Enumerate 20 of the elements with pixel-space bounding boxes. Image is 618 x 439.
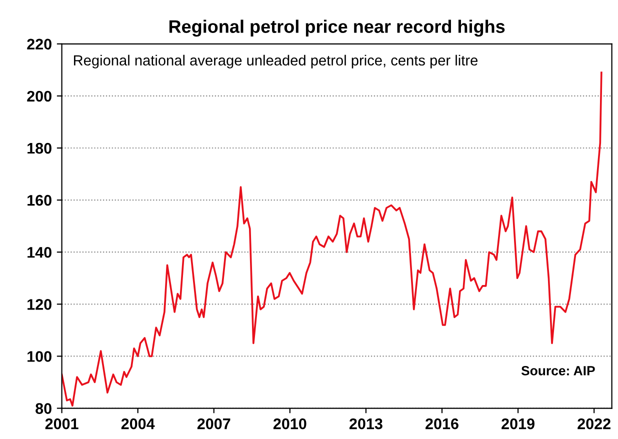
y-tick-label: 180 [28,142,52,154]
y-tick-label: 160 [28,194,52,206]
y-tick-label: 200 [27,90,52,102]
y-tick-label: 80 [36,403,52,414]
x-tick-label: 2013 [349,418,382,430]
x-tick-label: 2010 [273,418,306,430]
x-tick-label: 2019 [502,418,534,430]
y-tick-label: 220 [27,38,52,50]
x-tick-label: 2016 [426,418,458,430]
y-tick-label: 100 [28,351,52,362]
x-tick-label: 2001 [45,418,78,430]
y-tick-label: 120 [28,299,52,310]
x-tick-label: 2004 [121,418,155,430]
chart-title: Regional petrol price near record highs [169,20,505,37]
text: Regional national average unleaded petrol price, cents per litre [74,54,478,68]
annotation: Source: AIP [521,366,595,376]
x-tick-label: 2007 [197,418,230,430]
y-tick-label: 140 [28,246,52,258]
line-series [62,72,602,407]
x-tick-label: 2022 [578,418,610,430]
